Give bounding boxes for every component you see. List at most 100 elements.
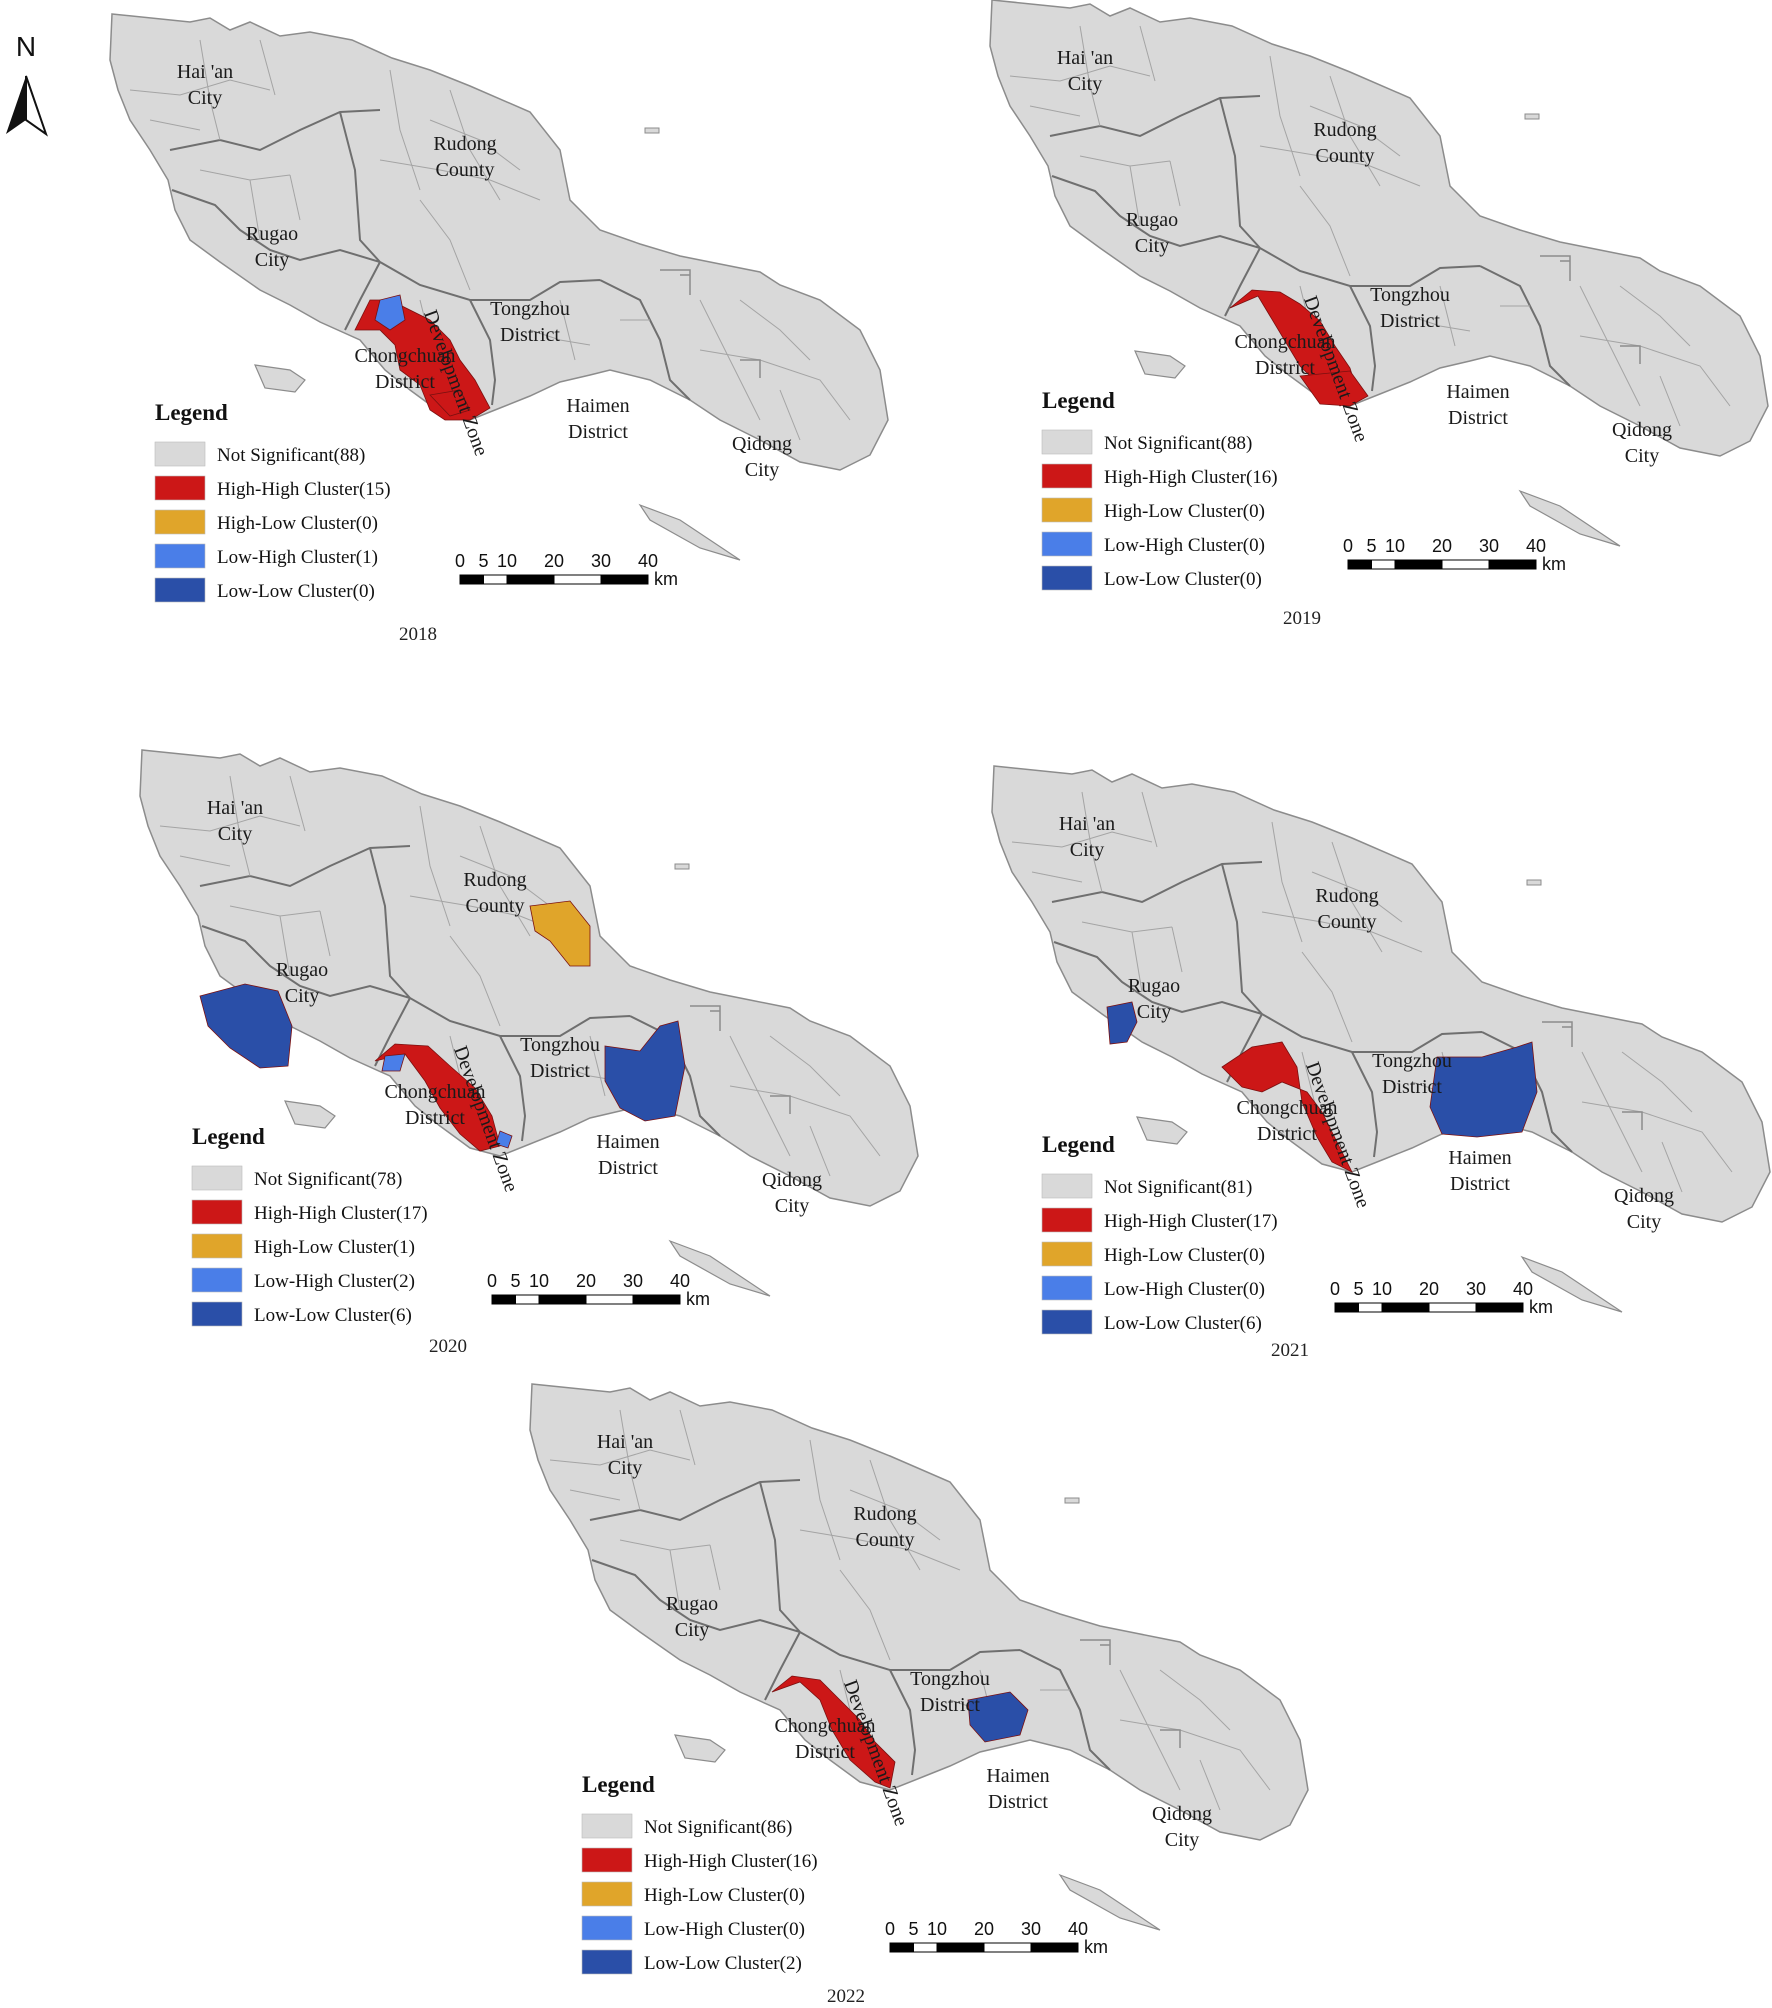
label-haimen: Haimen — [1446, 381, 1509, 403]
label-qidong: Qidong — [732, 433, 792, 455]
cluster-high-high-0 — [1221, 1041, 1353, 1173]
legend-swatch-3 — [154, 543, 206, 569]
label-haian: Hai 'an — [207, 797, 263, 819]
cluster-low-high-1 — [374, 294, 406, 331]
label-rugao: Rugao — [1128, 975, 1180, 997]
legend-swatch-3 — [1041, 1275, 1093, 1301]
legend-label-1: High-High Cluster(17) — [254, 1203, 428, 1224]
legend-swatch-1 — [191, 1199, 243, 1225]
scale-tick-2: 10 — [497, 551, 517, 571]
map-panel-2022: Hai 'an City Rudong County Rugao City Tongzhou… — [529, 1383, 1309, 2007]
cluster-high-low-3 — [529, 900, 591, 967]
map-2018: Hai 'an City Rudong County Rugao City Tongzhou… — [109, 13, 889, 561]
scale-segment-4 — [600, 574, 649, 585]
legend-label-3: Low-High Cluster(1) — [217, 547, 378, 568]
scale-segment-0 — [1347, 559, 1372, 570]
scale-tick-5: 40 — [1513, 1279, 1533, 1299]
scale-segment-0 — [1334, 1302, 1359, 1313]
legend-swatch-0 — [581, 1813, 633, 1839]
legend-label-3: Low-High Cluster(2) — [254, 1271, 415, 1292]
cluster-low-high-1 — [381, 1053, 406, 1072]
label-haian: Hai 'an — [1059, 813, 1115, 835]
label-rugao: Rugao — [1126, 209, 1178, 231]
label-rudong-2: County — [1316, 145, 1375, 167]
label-qidong-2: City — [1165, 1829, 1199, 1851]
label-haian-2: City — [188, 87, 222, 109]
legend-swatch-0 — [1041, 1173, 1093, 1199]
scale-tick-3: 20 — [1419, 1279, 1439, 1299]
scale-segment-2 — [506, 574, 555, 585]
label-rudong-2: County — [466, 895, 525, 917]
label-tongzhou-2: District — [1382, 1076, 1442, 1098]
legend-swatch-1 — [154, 475, 206, 501]
label-rugao: Rugao — [666, 1593, 718, 1615]
legend-swatch-3 — [1041, 531, 1093, 557]
legend-label-1: High-High Cluster(16) — [644, 1851, 818, 1872]
legend-label-0: Not Significant(86) — [644, 1817, 792, 1838]
scale-segment-1 — [515, 1294, 540, 1305]
legend-label-1: High-High Cluster(16) — [1104, 467, 1278, 488]
label-rugao-2: City — [1135, 235, 1169, 257]
scale-unit: km — [1542, 554, 1566, 574]
scale-segment-3 — [553, 574, 602, 585]
scale-tick-5: 40 — [638, 551, 658, 571]
label-haimen-2: District — [598, 1157, 658, 1179]
scale-segment-4 — [1488, 559, 1537, 570]
legend-swatch-4 — [1041, 1309, 1093, 1335]
label-haimen: Haimen — [986, 1765, 1049, 1787]
scale-segment-3 — [983, 1942, 1032, 1953]
legend-label-2: High-Low Cluster(0) — [644, 1885, 805, 1906]
scale-tick-0: 0 — [455, 551, 465, 571]
label-rugao-2: City — [675, 1619, 709, 1641]
legend-swatch-2 — [1041, 1241, 1093, 1267]
scale-segment-4 — [632, 1294, 681, 1305]
label-rugao: Rugao — [276, 959, 328, 981]
scale-segment-1 — [1371, 559, 1396, 570]
label-rudong: Rudong — [1315, 885, 1378, 907]
scale-segment-1 — [483, 574, 508, 585]
cluster-low-low-1 — [1106, 1001, 1138, 1045]
legend-label-1: High-High Cluster(15) — [217, 479, 391, 500]
cluster-high-high-0 — [354, 299, 491, 421]
label-qidong-2: City — [1627, 1211, 1661, 1233]
label-tongzhou-2: District — [1380, 310, 1440, 332]
label-rudong: Rudong — [433, 133, 496, 155]
label-tongzhou-2: District — [920, 1694, 980, 1716]
cluster-low-low-1 — [967, 1691, 1029, 1743]
legend-label-2: High-Low Cluster(0) — [1104, 501, 1265, 522]
legend-label-4: Low-Low Cluster(0) — [1104, 569, 1262, 590]
scale-tick-0: 0 — [1330, 1279, 1340, 1299]
label-haian-2: City — [608, 1457, 642, 1479]
label-rudong: Rudong — [463, 869, 526, 891]
legend-swatch-1 — [1041, 1207, 1093, 1233]
label-rudong-2: County — [1318, 911, 1377, 933]
legend-label-2: High-Low Cluster(0) — [1104, 1245, 1265, 1266]
legend-swatch-1 — [581, 1847, 633, 1873]
cluster-low-low-2 — [1429, 1041, 1538, 1138]
year-caption: 2019 — [1283, 608, 1321, 629]
scale-tick-5: 40 — [670, 1271, 690, 1291]
legend-label-0: Not Significant(78) — [254, 1169, 402, 1190]
label-tongzhou-2: District — [500, 324, 560, 346]
scale-segment-0 — [889, 1942, 914, 1953]
label-chongchuan: Chongchuan — [384, 1081, 485, 1103]
label-haimen-2: District — [1450, 1173, 1510, 1195]
label-haimen: Haimen — [1448, 1147, 1511, 1169]
legend-title: Legend — [192, 1124, 265, 1149]
scale-tick-1: 5 — [1366, 536, 1376, 556]
label-qidong: Qidong — [762, 1169, 822, 1191]
label-haimen-2: District — [988, 1791, 1048, 1813]
legend-title: Legend — [1042, 388, 1115, 413]
scale-unit: km — [686, 1289, 710, 1309]
legend-swatch-3 — [581, 1915, 633, 1941]
scale-tick-3: 20 — [544, 551, 564, 571]
scale-segment-1 — [1358, 1302, 1383, 1313]
legend-label-3: Low-High Cluster(0) — [1104, 535, 1265, 556]
scale-segment-2 — [538, 1294, 587, 1305]
scale-segment-3 — [1428, 1302, 1477, 1313]
scale-tick-5: 40 — [1526, 536, 1546, 556]
label-qidong-2: City — [1625, 445, 1659, 467]
scale-tick-3: 20 — [1432, 536, 1452, 556]
